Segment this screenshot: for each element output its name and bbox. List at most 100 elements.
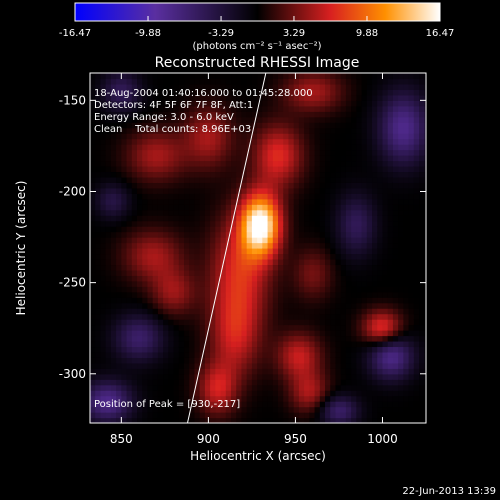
heatmap-cell bbox=[246, 155, 253, 162]
heatmap-cell bbox=[225, 198, 232, 205]
heatmap-cell bbox=[236, 297, 243, 304]
heatmap-cell bbox=[314, 111, 321, 118]
heatmap-cell bbox=[424, 302, 426, 309]
heatmap-cell bbox=[403, 138, 410, 145]
heatmap-cell bbox=[408, 138, 415, 145]
heatmap-cell bbox=[142, 362, 149, 369]
heatmap-cell bbox=[361, 100, 368, 107]
heatmap-cell bbox=[131, 384, 138, 391]
heatmap-cell bbox=[251, 133, 258, 140]
heatmap-cell bbox=[204, 122, 211, 129]
heatmap-cell bbox=[283, 308, 290, 315]
heatmap-cell bbox=[382, 182, 389, 189]
heatmap-cell bbox=[419, 291, 425, 298]
heatmap-cell bbox=[366, 297, 373, 304]
heatmap-cell bbox=[298, 248, 305, 255]
heatmap-cell bbox=[356, 351, 363, 358]
heatmap-cell bbox=[110, 346, 117, 353]
heatmap-cell bbox=[236, 165, 243, 173]
heatmap-cell bbox=[408, 100, 415, 107]
heatmap-cell bbox=[387, 182, 394, 189]
heatmap-cell bbox=[157, 133, 164, 140]
heatmap-cell bbox=[288, 73, 295, 80]
heatmap-cell bbox=[356, 269, 363, 276]
heatmap-cell bbox=[283, 417, 290, 423]
heatmap-cell bbox=[204, 324, 211, 331]
heatmap-cell bbox=[372, 269, 378, 276]
heatmap-cell bbox=[246, 280, 253, 287]
heatmap-cell bbox=[121, 226, 128, 233]
heatmap-cell bbox=[131, 237, 138, 244]
heatmap-cell bbox=[199, 165, 206, 173]
heatmap-cell bbox=[283, 269, 290, 276]
heatmap-cell bbox=[137, 395, 143, 402]
heatmap-cell bbox=[257, 215, 263, 222]
heatmap-cell bbox=[267, 324, 274, 331]
heatmap-cell bbox=[387, 351, 394, 358]
heatmap-cell bbox=[293, 346, 300, 353]
heatmap-cell bbox=[116, 105, 122, 112]
heatmap-cell bbox=[340, 291, 347, 298]
heatmap-cell bbox=[121, 379, 128, 386]
heatmap-cell bbox=[215, 220, 222, 227]
heatmap-cell bbox=[419, 395, 425, 402]
heatmap-cell bbox=[298, 226, 305, 233]
heatmap-cell bbox=[387, 313, 394, 320]
heatmap-cell bbox=[236, 89, 243, 96]
heatmap-cell bbox=[100, 417, 107, 423]
heatmap-cell bbox=[220, 412, 227, 419]
heatmap-cell bbox=[372, 368, 378, 375]
heatmap-cell bbox=[215, 275, 222, 282]
heatmap-cell bbox=[147, 362, 154, 369]
heatmap-cell bbox=[95, 89, 102, 96]
heatmap-cell bbox=[298, 105, 305, 112]
heatmap-cell bbox=[210, 248, 216, 255]
heatmap-cell bbox=[293, 198, 300, 205]
heatmap-cell bbox=[309, 237, 316, 244]
heatmap-cell bbox=[387, 94, 394, 101]
heatmap-cell bbox=[147, 198, 154, 205]
heatmap-cell bbox=[293, 127, 300, 134]
heatmap-cell bbox=[210, 362, 216, 369]
heatmap-cell bbox=[314, 308, 321, 315]
heatmap-cell bbox=[288, 346, 295, 353]
heatmap-cell bbox=[110, 330, 117, 337]
heatmap-cell bbox=[330, 280, 337, 287]
heatmap-cell bbox=[340, 357, 347, 364]
heatmap-cell bbox=[288, 417, 295, 423]
heatmap-cell bbox=[377, 127, 384, 134]
heatmap-cell bbox=[403, 401, 410, 408]
heatmap-cell bbox=[116, 209, 122, 216]
heatmap-cell bbox=[424, 269, 426, 276]
heatmap-cell bbox=[419, 242, 425, 249]
heatmap-cell bbox=[142, 138, 149, 145]
heatmap-cell bbox=[382, 89, 389, 96]
heatmap-cell bbox=[325, 138, 331, 145]
heatmap-cell bbox=[95, 379, 102, 386]
heatmap-cell bbox=[377, 412, 384, 419]
heatmap-cell bbox=[126, 357, 133, 364]
heatmap-cell bbox=[361, 111, 368, 118]
heatmap-cell bbox=[262, 144, 269, 151]
heatmap-cell bbox=[387, 127, 394, 134]
heatmap-cell bbox=[398, 94, 404, 101]
heatmap-cell bbox=[398, 100, 404, 107]
heatmap-cell bbox=[351, 94, 357, 101]
heatmap-cell bbox=[356, 122, 363, 129]
heatmap-cell bbox=[178, 357, 185, 364]
heatmap-cell bbox=[241, 319, 248, 326]
heatmap-cell bbox=[204, 297, 211, 304]
heatmap-cell bbox=[137, 417, 143, 423]
heatmap-cell bbox=[241, 253, 248, 260]
heatmap-cell bbox=[105, 275, 112, 282]
heatmap-cell bbox=[178, 187, 185, 194]
heatmap-cell bbox=[278, 330, 284, 337]
heatmap-cell bbox=[194, 127, 201, 134]
heatmap-cell bbox=[157, 264, 164, 271]
heatmap-cell bbox=[225, 258, 232, 266]
heatmap-cell bbox=[225, 78, 232, 85]
heatmap-cell bbox=[137, 226, 143, 233]
heatmap-cell bbox=[283, 384, 290, 391]
heatmap-cell bbox=[189, 220, 196, 227]
heatmap-cell bbox=[424, 209, 426, 216]
